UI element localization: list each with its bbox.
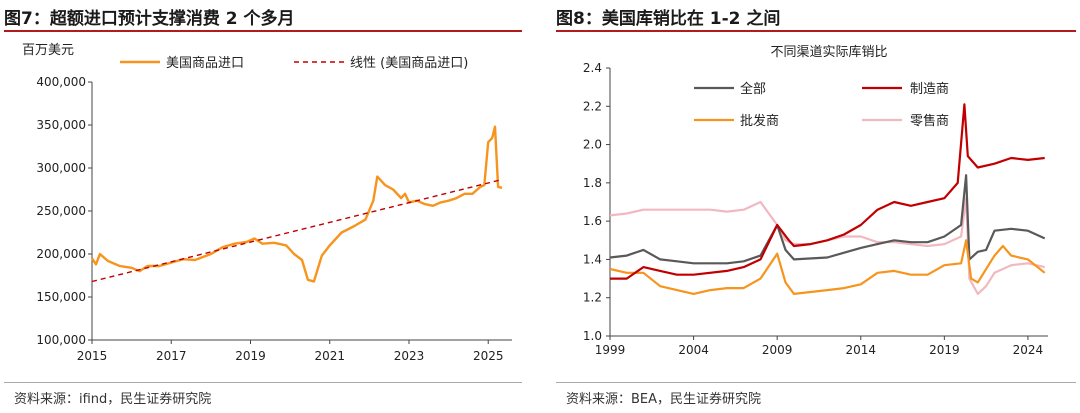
series-line-4 [609,197,1045,295]
y-tick-label: 400,000 [36,75,86,89]
x-tick-label: 2021 [314,349,345,363]
legend-label-2: 线性 (美国商品进口) [350,56,468,71]
unit-label: 百万美元 [22,43,74,58]
x-tick-label: 2023 [394,349,425,363]
y-tick-label: 2.0 [583,138,602,152]
x-tick-label: 2015 [77,349,108,363]
figure-7-chart: 百万美元 100,000 150,000 200,000 250,000 300,000 3… [22,43,512,363]
x-tick-label: 2019 [235,349,266,363]
figure-7-title: 图7：超额进口预计支撑消费 2 个多月 [4,9,295,29]
y-tick-label: 300,000 [36,161,86,175]
chart-title: 不同渠道实际库销比 [770,44,887,60]
y-tick-label: 200,000 [36,247,86,261]
figure-8-source: 资料来源：BEA，民生证券研究院 [566,392,762,407]
y-tick-label: 1.8 [583,176,602,190]
figure-7-source: 资料来源：ifind，民生证券研究院 [14,392,212,407]
x-tick-label: 2025 [473,349,504,363]
legend-label-4: 零售商 [910,113,949,129]
y-tick-label: 250,000 [36,204,86,218]
y-tick-label: 1.4 [583,252,602,266]
legend-label-1: 美国商品进口 [166,56,244,71]
x-tick-label: 2024 [1013,343,1044,357]
series-line-2 [91,179,501,283]
x-tick-label: 2004 [678,343,709,357]
figure-7-title-rule [4,30,522,32]
y-tick-label: 1.0 [583,329,602,343]
x-tick-label: 1999 [595,343,626,357]
x-tick-label: 2019 [929,343,960,357]
series-line-1 [91,125,503,283]
x-tick-label: 2014 [845,343,876,357]
series-line-3 [609,239,1046,295]
x-tick-label: 2009 [762,343,793,357]
y-tick-label: 150,000 [36,290,86,304]
y-tick-label: 2.2 [583,99,602,113]
y-tick-label: 100,000 [36,333,86,347]
legend-label-2: 制造商 [910,82,949,97]
figure-8-bottom-rule [556,382,1076,383]
legend-label-1: 全部 [740,81,766,97]
y-tick-label: 2.4 [583,61,602,75]
y-tick-label: 1.6 [583,214,602,228]
figure-7-bottom-rule [4,382,522,383]
figure-8-chart: 不同渠道实际库销比 1.0 1.2 1.4 1.6 1.8 2.0 2.2 2.4 1999 200… [583,44,1048,357]
figure-8-title-rule [556,30,1076,32]
series-line-2 [610,103,1045,280]
legend-label-3: 批发商 [740,113,779,129]
y-tick-label: 350,000 [36,118,86,132]
y-tick-label: 1.2 [583,291,602,305]
figure-8-title: 图8：美国库销比在 1-2 之间 [556,9,781,29]
series-line-1 [609,174,1046,265]
x-tick-label: 2017 [156,349,187,363]
